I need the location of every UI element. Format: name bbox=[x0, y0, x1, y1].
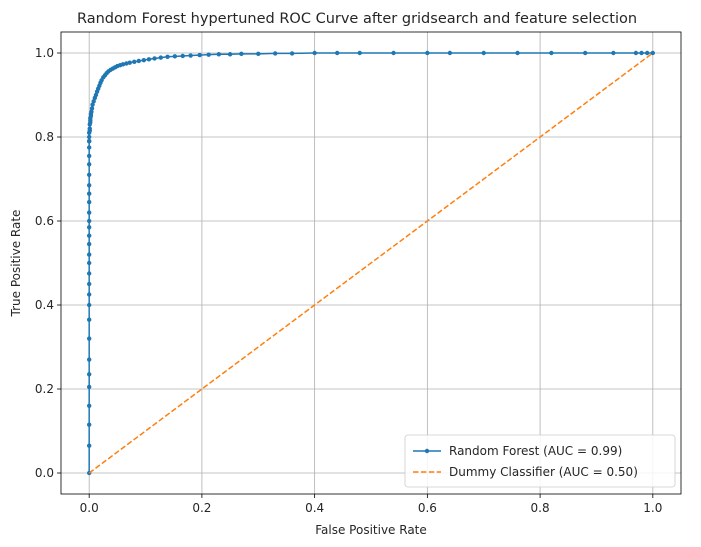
series-point-0 bbox=[86, 134, 92, 140]
series-point-0 bbox=[216, 52, 222, 57]
series-line-1 bbox=[88, 52, 654, 474]
series-point-0 bbox=[86, 210, 92, 215]
series-point-0 bbox=[86, 162, 92, 167]
series-point-0 bbox=[86, 153, 92, 159]
y-axis-label: True Positive Rate bbox=[9, 210, 23, 318]
series-point-0 bbox=[141, 57, 147, 63]
series-point-0 bbox=[89, 106, 95, 111]
series-point-0 bbox=[86, 241, 92, 247]
series-point-0 bbox=[86, 191, 92, 196]
series-point-0 bbox=[481, 50, 486, 56]
legend: Random Forest (AUC = 0.99) Dummy Classifi… bbox=[404, 434, 676, 488]
series-point-0 bbox=[312, 50, 317, 56]
series-point-0 bbox=[120, 62, 126, 67]
series-point-0 bbox=[86, 443, 92, 448]
series-point-0 bbox=[644, 50, 650, 56]
series-point-0 bbox=[124, 61, 129, 66]
series-point-0 bbox=[256, 51, 261, 57]
series-point-0 bbox=[86, 260, 92, 266]
series-point-0 bbox=[334, 50, 340, 56]
series-point-0 bbox=[86, 271, 92, 276]
series-point-0 bbox=[165, 54, 170, 59]
series-point-0 bbox=[86, 384, 92, 390]
chart-title: Random Forest hypertuned ROC Curve after… bbox=[77, 11, 637, 27]
y-tick-label: 1.0 bbox=[35, 46, 54, 60]
series-point-0 bbox=[582, 50, 588, 56]
series-point-0 bbox=[239, 51, 244, 57]
axis-ticks: 0.0 0.2 0.4 0.6 0.8 1.0 0.0 0.2 0.4 0.6 0.8 1.0 bbox=[35, 46, 662, 515]
x-tick-label: 1.0 bbox=[643, 501, 662, 515]
series-point-0 bbox=[227, 52, 233, 57]
series-point-0 bbox=[86, 252, 92, 257]
plot-frame bbox=[60, 31, 682, 495]
y-tick-label: 0.8 bbox=[35, 130, 54, 144]
series-point-0 bbox=[357, 50, 362, 56]
x-tick-label: 0.8 bbox=[531, 501, 550, 515]
series-point-0 bbox=[197, 52, 202, 58]
series-point-0 bbox=[633, 50, 639, 56]
series-point-0 bbox=[549, 50, 554, 56]
series-point-0 bbox=[180, 53, 185, 59]
series-point-0 bbox=[93, 92, 99, 98]
series-point-0 bbox=[86, 292, 92, 297]
legend-box bbox=[404, 434, 676, 488]
series-point-0 bbox=[86, 403, 92, 408]
x-tick-label: 0.6 bbox=[418, 501, 437, 515]
series-point-0 bbox=[86, 183, 92, 188]
series-point-0 bbox=[86, 233, 92, 238]
y-tick-label: 0.6 bbox=[35, 214, 54, 228]
series-point-0 bbox=[86, 172, 92, 177]
series-point-0 bbox=[515, 50, 520, 56]
series-point-0 bbox=[89, 109, 94, 115]
series-point-0 bbox=[86, 218, 92, 224]
legend-label-0: Random Forest (AUC = 0.99) bbox=[449, 444, 622, 458]
legend-label-1: Dummy Classifier (AUC = 0.50) bbox=[449, 465, 638, 479]
series-point-0 bbox=[86, 281, 92, 287]
series-point-0 bbox=[86, 357, 92, 362]
x-tick-label: 0.2 bbox=[192, 501, 211, 515]
series-point-0 bbox=[86, 422, 92, 427]
series-point-0 bbox=[86, 302, 92, 308]
series-point-0 bbox=[391, 50, 396, 56]
series-point-0 bbox=[289, 51, 295, 56]
x-tick-label: 0.0 bbox=[80, 501, 99, 515]
series-point-0 bbox=[87, 126, 92, 131]
series-point-0 bbox=[206, 52, 211, 57]
series-point-0 bbox=[188, 53, 193, 58]
series-layer bbox=[86, 50, 656, 476]
series-point-0 bbox=[172, 54, 178, 59]
y-tick-label: 0.0 bbox=[35, 466, 54, 480]
series-point-0 bbox=[132, 59, 137, 65]
series-point-0 bbox=[86, 336, 92, 341]
series-point-0 bbox=[611, 50, 616, 56]
series-point-0 bbox=[91, 99, 96, 104]
series-point-0 bbox=[86, 372, 92, 377]
series-point-0 bbox=[86, 199, 92, 205]
legend-marker-0 bbox=[424, 448, 430, 454]
series-point-0 bbox=[86, 317, 92, 322]
series-point-0 bbox=[136, 58, 141, 64]
series-point-0 bbox=[639, 50, 644, 56]
grid bbox=[61, 32, 681, 494]
series-point-0 bbox=[650, 50, 656, 56]
x-tick-label: 0.4 bbox=[305, 501, 324, 515]
series-point-0 bbox=[86, 225, 92, 230]
series-point-0 bbox=[447, 50, 453, 56]
y-tick-label: 0.2 bbox=[35, 382, 54, 396]
series-point-0 bbox=[86, 139, 92, 144]
series-point-0 bbox=[425, 50, 430, 56]
series-point-0 bbox=[146, 57, 152, 62]
series-point-0 bbox=[152, 56, 157, 61]
series-point-0 bbox=[158, 55, 163, 60]
series-point-0 bbox=[127, 60, 132, 65]
series-point-0 bbox=[272, 51, 278, 56]
y-tick-label: 0.4 bbox=[35, 298, 54, 312]
series-point-0 bbox=[86, 145, 92, 150]
x-axis-label: False Positive Rate bbox=[315, 523, 427, 537]
series-point-0 bbox=[90, 102, 95, 107]
